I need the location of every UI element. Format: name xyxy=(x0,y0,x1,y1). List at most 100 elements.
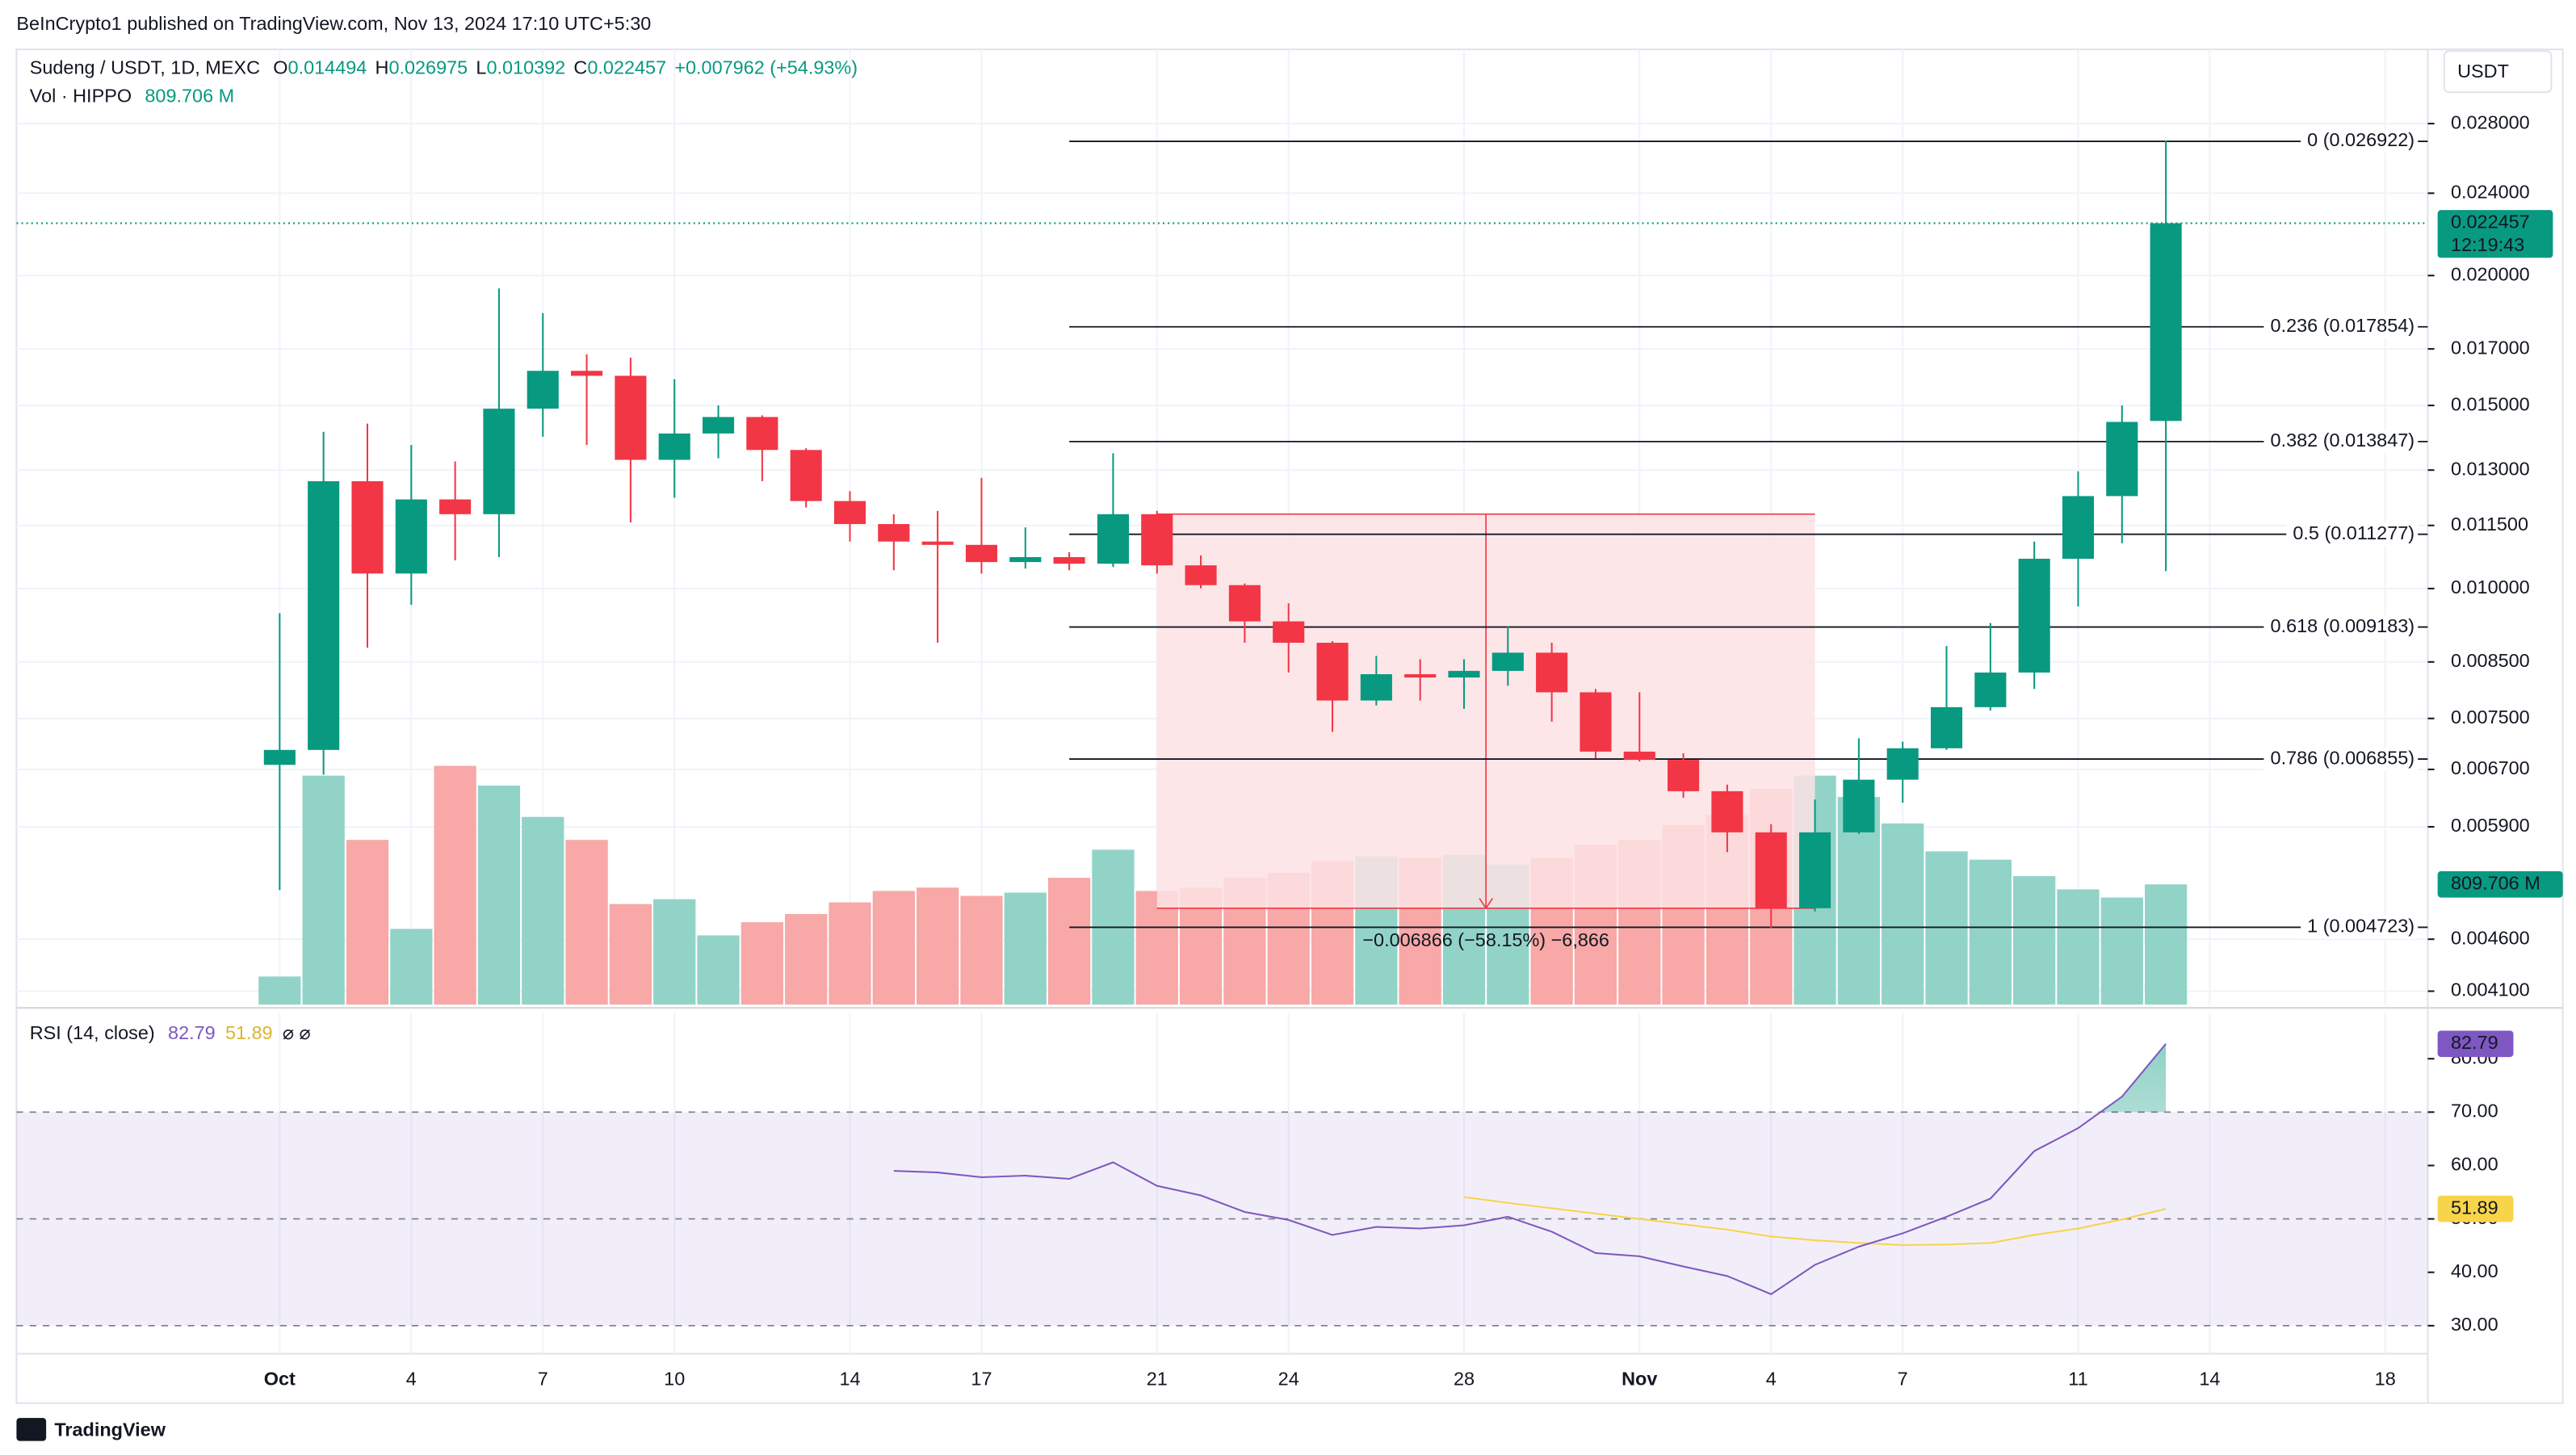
candle-body xyxy=(965,544,998,563)
candle-body xyxy=(483,409,515,514)
x-tick-label: Oct xyxy=(264,1368,296,1389)
x-tick-label: 10 xyxy=(664,1368,685,1389)
candle-body xyxy=(1930,707,1963,748)
rsi-ma-badge xyxy=(2437,1195,2514,1222)
candle-body xyxy=(1097,514,1129,564)
x-tick-label: 24 xyxy=(1278,1368,1299,1389)
fib-label: 0.618 (0.009183) xyxy=(2271,615,2415,636)
y-tick-label: 0.020000 xyxy=(2451,263,2530,284)
fib-layer: −0.006866 (−58.15%) −6,866 0 (0.026922) 0.… xyxy=(1069,129,2428,950)
rsi-tick-label: 60.00 xyxy=(2451,1154,2498,1175)
candle-body xyxy=(2062,496,2095,560)
candle-body xyxy=(1623,751,1655,761)
volume-bar xyxy=(390,929,433,1005)
x-tick-label: 7 xyxy=(1898,1368,1908,1389)
y-tick-label: 0.010000 xyxy=(2451,577,2530,598)
chart-frame xyxy=(15,48,2564,1404)
rsi-tick-label: 70.00 xyxy=(2451,1101,2498,1122)
vol-title: Vol · HIPPO xyxy=(30,86,132,107)
rsi-layer xyxy=(16,1043,2428,1327)
symbol: Sudeng / USDT, 1D, MEXC xyxy=(30,57,260,78)
candle-body xyxy=(790,450,822,501)
volume-bar xyxy=(609,904,652,1005)
volume-bar xyxy=(872,891,915,1005)
candle-body xyxy=(263,749,296,765)
volume-axis-label: 809.706 M xyxy=(2451,872,2540,893)
rsi-extra: ⌀ ⌀ xyxy=(283,1022,311,1043)
x-tick-label: 11 xyxy=(2068,1368,2087,1389)
volume-bar xyxy=(565,840,608,1005)
rsi-badge xyxy=(2437,1030,2514,1058)
candle-body xyxy=(1668,760,1700,791)
volume-bar xyxy=(302,775,345,1005)
countdown: 12:19:43 xyxy=(2451,234,2524,255)
candle-body xyxy=(878,524,910,542)
candle-body xyxy=(921,541,954,545)
x-tick-label: 7 xyxy=(538,1368,548,1389)
o-value: 0.014494 xyxy=(288,57,367,78)
fib-label: 0.236 (0.017854) xyxy=(2271,315,2415,336)
candle-body xyxy=(571,371,603,376)
x-tick-label: Nov xyxy=(1622,1368,1657,1389)
candle-body xyxy=(702,417,735,434)
rsi-title: RSI (14, close) xyxy=(30,1022,155,1043)
candle-body xyxy=(1491,652,1524,671)
volume-bar xyxy=(1882,823,1924,1005)
x-tick-label: 14 xyxy=(839,1368,860,1389)
volume-bar xyxy=(1004,892,1047,1005)
l-value: 0.010392 xyxy=(486,57,565,78)
candle-body xyxy=(1141,514,1173,566)
y-tick-label: 0.004100 xyxy=(2451,979,2530,1000)
volume-bar xyxy=(434,765,476,1005)
volume-bar xyxy=(2100,897,2143,1005)
l-label: L xyxy=(476,57,486,78)
volume-bar xyxy=(653,899,696,1005)
fib-label-bg xyxy=(2263,747,2419,771)
fib-label-bg xyxy=(2301,129,2419,153)
measure-label: −0.006866 (−58.15%) −6,866 xyxy=(1362,929,1609,950)
change: +0.007962 (+54.93%) xyxy=(674,57,858,78)
candle-body xyxy=(1404,674,1437,678)
candle-body xyxy=(1053,556,1085,564)
fib-label-bg xyxy=(2286,522,2419,546)
last-price-label: 0.022457 xyxy=(2451,212,2530,233)
publish-info: BeInCrypto1 published on TradingView.com… xyxy=(16,13,651,34)
candle-body xyxy=(1448,670,1480,678)
x-tick-label: 28 xyxy=(1454,1368,1475,1389)
rsi-value: 82.79 xyxy=(168,1022,216,1043)
candle-body xyxy=(439,499,472,514)
volume-bar xyxy=(697,935,740,1005)
measure-arrowhead xyxy=(1479,898,1493,910)
y-tick-label: 0.008500 xyxy=(2451,650,2530,671)
candle-body xyxy=(1009,556,1042,563)
fib-label-bg xyxy=(2301,916,2419,939)
candle-body xyxy=(2106,421,2138,497)
volume-bar xyxy=(829,902,871,1005)
fib-label: 1 (0.004723) xyxy=(2307,916,2414,937)
x-tick-label: 18 xyxy=(2375,1368,2396,1389)
candle-body xyxy=(1580,692,1612,752)
rsi-ma-line xyxy=(1463,1196,2167,1247)
y-tick-label: 0.015000 xyxy=(2451,393,2530,414)
h-value: 0.026975 xyxy=(388,57,468,78)
candle-body xyxy=(1799,832,1831,908)
rsi-legend: RSI (14, close) 82.79 51.89 ⌀ ⌀ xyxy=(30,1022,311,1043)
x-tick-label: 4 xyxy=(1766,1368,1777,1389)
y-tick-label: 0.007500 xyxy=(2451,707,2530,728)
volume-bar xyxy=(1135,891,1178,1005)
volume-bar xyxy=(477,785,521,1005)
rsi-line xyxy=(893,1043,2167,1295)
rsi-tick-label: 40.00 xyxy=(2451,1260,2498,1281)
currency-button[interactable] xyxy=(2443,50,2553,94)
x-tick-label: 21 xyxy=(1147,1368,1168,1389)
c-label: C xyxy=(573,57,587,78)
candle-body xyxy=(2018,559,2050,673)
candle-body xyxy=(746,417,778,451)
y-tick-label: 0.004600 xyxy=(2451,927,2530,948)
candle-body xyxy=(1886,748,1919,780)
volume-legend: Vol · HIPPO 809.706 M xyxy=(30,86,234,107)
candle-body xyxy=(308,480,340,750)
candle-body xyxy=(1843,779,1875,832)
